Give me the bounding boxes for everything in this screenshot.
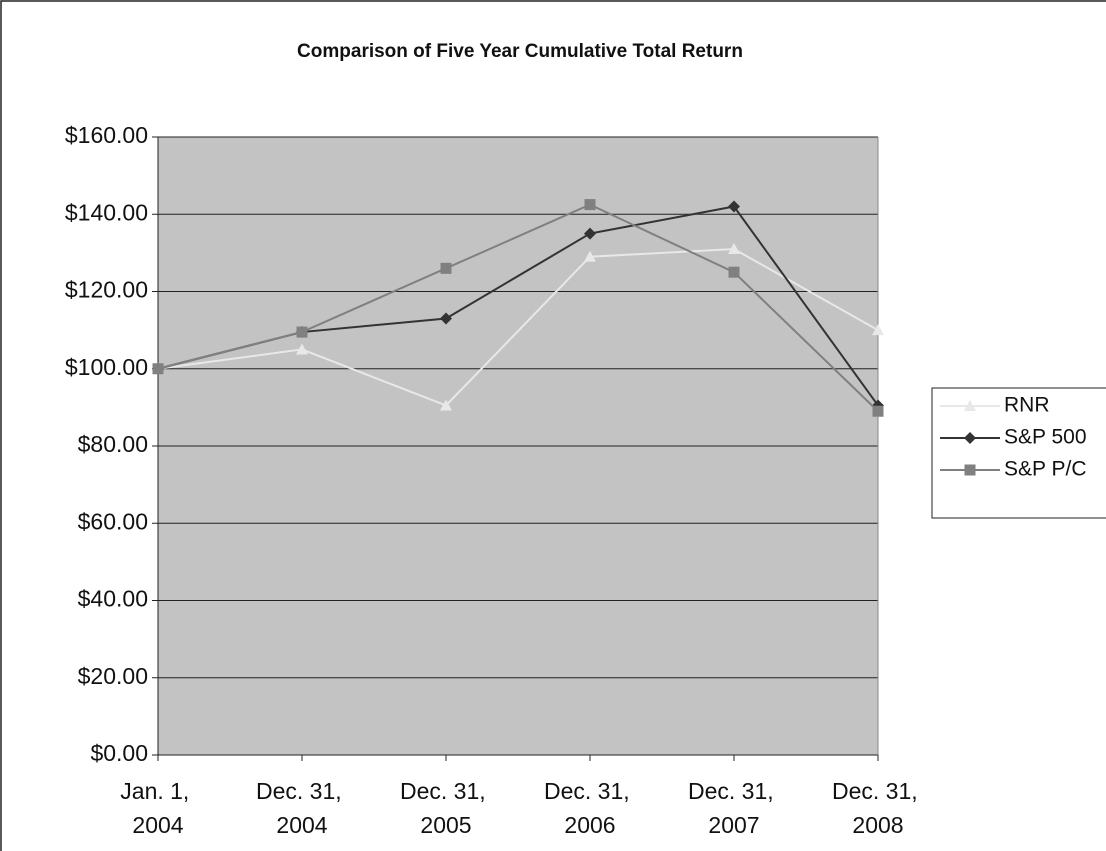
legend-label: S&P P/C [1004,458,1086,481]
y-tick-label: $0.00 [90,740,148,766]
y-tick-label: $160.00 [65,122,148,148]
chart-title: Comparison of Five Year Cumulative Total… [297,41,743,62]
y-tick-label: $120.00 [65,277,148,303]
marker [872,405,884,417]
y-tick-label: $100.00 [65,354,148,380]
marker [584,227,596,240]
x-tick-label: Dec. 31, 2006 [544,778,636,838]
y-tick-label: $60.00 [78,508,148,534]
series-line [157,203,879,412]
marker [440,312,452,325]
marker [152,363,164,375]
marker [584,199,596,211]
x-tick-label: Dec. 31, 2007 [688,778,780,838]
marker [296,326,308,338]
marker [728,266,740,278]
marker [440,262,452,274]
marker [872,324,884,336]
marker [728,200,740,213]
y-tick-label: $20.00 [78,663,148,689]
x-tick-label: Dec. 31, 2004 [256,778,348,838]
x-tick-label: Dec. 31, 2005 [400,778,492,838]
marker [584,250,596,262]
marker [296,343,308,355]
legend-label: RNR [1004,394,1050,417]
y-tick-label: $40.00 [78,586,148,612]
legend-box [931,387,1106,519]
x-tick-label: Jan. 1, 2004 [120,778,195,838]
series-line [157,247,879,407]
y-tick-label: $140.00 [65,199,148,225]
y-tick-label: $80.00 [78,431,148,457]
legend-label: S&P 500 [1004,426,1087,449]
marker [440,399,452,411]
x-tick-label: Dec. 31, 2008 [832,778,924,838]
marker [964,400,976,411]
marker [728,243,740,255]
marker [964,432,976,444]
marker [964,464,976,476]
